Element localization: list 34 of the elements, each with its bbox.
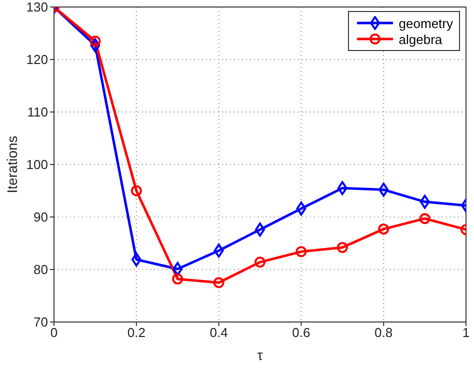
point xyxy=(172,273,184,284)
point xyxy=(254,256,266,268)
y-tick-label: 80 xyxy=(34,262,48,278)
y-tick-label: 70 xyxy=(34,314,48,330)
point xyxy=(337,181,348,196)
legend-label: algebra xyxy=(398,32,442,46)
x-tick-label: 0.6 xyxy=(292,325,310,340)
point xyxy=(214,244,224,258)
point xyxy=(130,185,142,196)
point xyxy=(419,213,430,224)
y-tick-label: 110 xyxy=(27,104,48,120)
point xyxy=(296,246,307,258)
point xyxy=(131,252,142,267)
x-tick-label: 1 xyxy=(462,325,470,340)
y-tick-label: 130 xyxy=(26,0,48,15)
y-axis-title: Iterations xyxy=(4,136,20,194)
point xyxy=(378,182,389,197)
legend-label: geometry xyxy=(398,16,453,30)
point xyxy=(90,38,100,52)
x-tick-label: 0 xyxy=(50,325,58,340)
y-tick-label: 120 xyxy=(26,52,48,68)
point xyxy=(420,194,430,209)
point xyxy=(296,202,306,216)
x-tick-label: 0.2 xyxy=(127,325,146,340)
point xyxy=(378,224,390,235)
point xyxy=(336,242,348,253)
point xyxy=(213,277,224,288)
x-tick-label: 0.4 xyxy=(210,325,228,340)
point xyxy=(172,262,183,276)
y-tick-label: 90 xyxy=(34,210,48,225)
point xyxy=(90,36,101,47)
y-tick-label: 100 xyxy=(26,157,48,172)
x-tick-label: 0.8 xyxy=(374,325,393,340)
x-axis-title: τ xyxy=(257,347,264,363)
